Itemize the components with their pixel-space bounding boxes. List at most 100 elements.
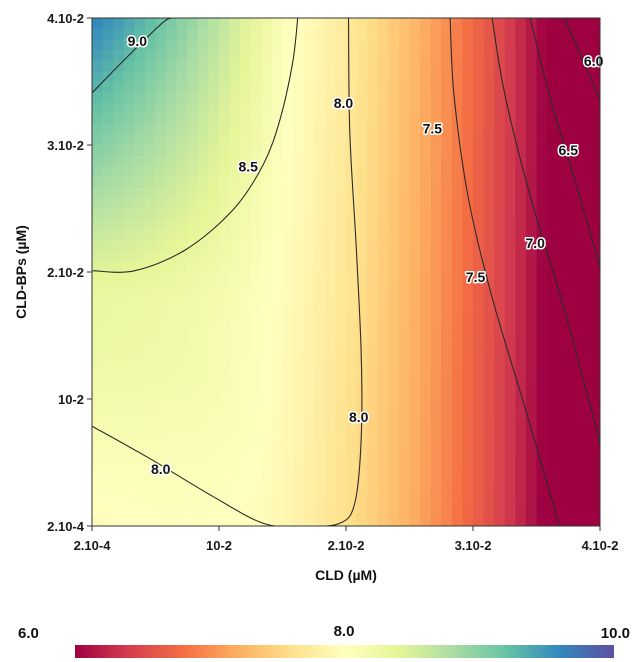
heatmap-cell	[494, 176, 506, 188]
heatmap-cell	[367, 420, 379, 432]
heatmap-cell	[515, 113, 527, 125]
heatmap-cell	[208, 367, 220, 379]
heatmap-cell	[197, 39, 210, 51]
heatmap-cell	[589, 272, 600, 284]
heatmap-cell	[123, 39, 135, 51]
heatmap-cell	[197, 229, 210, 241]
heatmap-cell	[441, 504, 453, 517]
heatmap-cell	[398, 187, 411, 199]
heatmap-cell	[504, 473, 516, 485]
heatmap-cell	[441, 420, 453, 432]
heatmap-cell	[229, 229, 241, 241]
heatmap-cell	[367, 441, 379, 453]
heatmap-cell	[494, 483, 506, 495]
heatmap-cell	[134, 208, 146, 220]
heatmap-cell	[536, 123, 548, 136]
heatmap-cell	[398, 39, 411, 51]
heatmap-cell	[123, 504, 135, 517]
heatmap-cell	[219, 261, 231, 273]
heatmap-cell	[483, 81, 495, 93]
heatmap-cell	[430, 145, 442, 157]
heatmap-cell	[123, 293, 135, 305]
heatmap-cell	[409, 293, 421, 305]
heatmap-cell	[409, 166, 421, 178]
heatmap-cell	[144, 208, 157, 220]
heatmap-cell	[578, 134, 591, 146]
heatmap-cell	[282, 18, 294, 30]
heatmap-cell	[589, 356, 600, 368]
heatmap-cell	[187, 92, 199, 104]
heatmap-cell	[346, 420, 358, 432]
heatmap-cell	[557, 70, 569, 83]
heatmap-cell	[430, 219, 442, 231]
heatmap-cell	[568, 430, 580, 442]
heatmap-cell	[240, 208, 252, 220]
heatmap-cell	[219, 293, 231, 305]
heatmap-cell	[102, 473, 114, 485]
heatmap-cell	[113, 293, 125, 305]
heatmap-cell	[293, 282, 305, 294]
heatmap-cell	[504, 272, 516, 284]
heatmap-cell	[430, 494, 442, 506]
heatmap-cell	[282, 60, 294, 72]
heatmap-cell	[441, 155, 453, 167]
heatmap-cell	[557, 113, 569, 125]
heatmap-cell	[557, 250, 569, 263]
heatmap-cell	[409, 494, 421, 506]
heatmap-cell	[367, 229, 379, 241]
colorbar-max-label: 10.0	[601, 625, 630, 642]
heatmap-cell	[398, 462, 411, 474]
heatmap-cell	[398, 28, 411, 40]
heatmap-cell	[113, 451, 125, 464]
colorbar: 6.0 8.0 10.0	[18, 623, 630, 658]
heatmap-cell	[303, 377, 315, 390]
heatmap-cell	[113, 250, 125, 263]
heatmap-cell	[176, 229, 188, 241]
heatmap-cell	[271, 515, 284, 526]
heatmap-cell	[525, 515, 538, 526]
heatmap-cell	[113, 187, 125, 199]
heatmap-cell	[451, 240, 464, 252]
heatmap-cell	[398, 335, 411, 347]
heatmap-cell	[409, 430, 421, 442]
heatmap-cell	[515, 293, 527, 305]
heatmap-cell	[451, 377, 464, 390]
heatmap-cell	[113, 356, 125, 368]
heatmap-cell	[250, 451, 262, 464]
heatmap-cell	[155, 356, 167, 368]
heatmap-cell	[293, 409, 305, 421]
heatmap-cell	[547, 18, 559, 30]
heatmap-cell	[303, 388, 315, 400]
heatmap-cell	[144, 441, 157, 453]
heatmap-cell	[462, 420, 474, 432]
heatmap-cell	[176, 314, 188, 326]
heatmap-cell	[261, 388, 273, 400]
heatmap-cell	[261, 261, 273, 273]
heatmap-cell	[398, 272, 411, 284]
heatmap-cell	[367, 430, 379, 442]
heatmap-cell	[420, 399, 432, 411]
heatmap-cell	[229, 515, 241, 526]
heatmap-cell	[176, 145, 188, 157]
heatmap-cell	[557, 473, 569, 485]
heatmap-cell	[335, 134, 347, 146]
heatmap-cell	[494, 28, 506, 40]
heatmap-cell	[166, 388, 178, 400]
heatmap-cell	[102, 388, 114, 400]
heatmap-cell	[420, 282, 432, 294]
heatmap-cell	[536, 155, 548, 167]
heatmap-cell	[504, 377, 516, 390]
heatmap-cell	[240, 441, 252, 453]
heatmap-cell	[568, 272, 580, 284]
heatmap-cell	[451, 134, 464, 146]
heatmap-cell	[187, 166, 199, 178]
heatmap-cell	[102, 346, 114, 358]
heatmap-cell	[314, 123, 326, 136]
heatmap-cell	[409, 39, 421, 51]
heatmap-cell	[483, 176, 495, 188]
heatmap-cell	[261, 483, 273, 495]
heatmap-cell	[282, 208, 294, 220]
heatmap-cell	[335, 399, 347, 411]
heatmap-cell	[208, 49, 220, 61]
heatmap-cell	[197, 81, 210, 93]
